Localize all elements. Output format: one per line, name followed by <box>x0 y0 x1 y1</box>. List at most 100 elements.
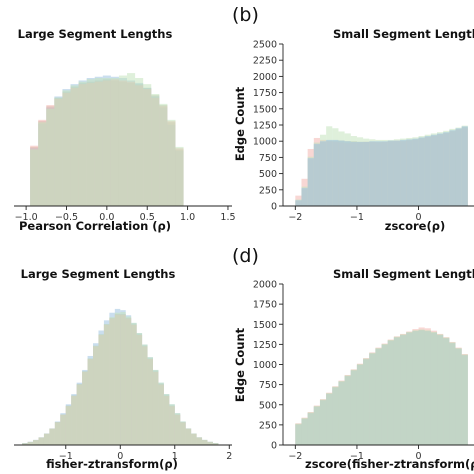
histogram-bar <box>27 441 34 445</box>
y-tick-label: 2250 <box>253 56 277 67</box>
histogram-bar <box>338 140 345 206</box>
histogram-bar <box>49 428 55 445</box>
histogram-bar <box>120 312 126 445</box>
x-tick-label: −1 <box>350 212 364 223</box>
x-tick-label: 1 <box>172 451 178 462</box>
histogram-bar <box>62 90 71 206</box>
y-tick-label: 2000 <box>253 280 277 291</box>
histogram-bar <box>163 394 170 445</box>
histogram-bar <box>393 336 401 445</box>
histogram-bar <box>393 140 401 206</box>
histogram-bar <box>169 404 175 445</box>
panel-b-axes: −2 −1 0 0 250 500 750 1000 1250 1500 1750 2000 2250 2… <box>253 40 474 223</box>
histogram-bar <box>301 187 308 206</box>
histogram-bar <box>400 334 407 445</box>
histogram-bar <box>350 369 357 445</box>
histogram-bar <box>207 441 213 445</box>
histogram-bar <box>344 141 351 206</box>
panel-c-large-segment-fisher: Large Segment Lengths −1 0 1 2 fisher-ztran… <box>14 267 232 471</box>
histogram-bar <box>147 357 153 445</box>
y-tick-label: 1500 <box>253 104 277 115</box>
histogram-bar <box>114 312 121 445</box>
x-tick-label: −0.5 <box>55 212 78 223</box>
histogram-bar <box>455 128 462 206</box>
histogram-bar <box>332 386 339 445</box>
histogram-bar <box>65 405 72 445</box>
y-tick-label: 2500 <box>253 40 277 51</box>
panel-d-label: (d) <box>232 245 259 267</box>
histogram-bar <box>87 358 94 445</box>
y-tick-label: 500 <box>259 400 277 411</box>
y-tick-label: 250 <box>259 420 277 431</box>
histogram-bar <box>430 134 438 206</box>
x-tick-label: 0 <box>416 212 422 223</box>
histogram-bar <box>43 433 50 445</box>
histogram-bar <box>443 132 450 206</box>
x-tick-label: −1 <box>59 451 73 462</box>
histogram-bar <box>461 354 468 445</box>
histogram-bar <box>142 344 148 445</box>
histogram-bar <box>356 364 364 445</box>
histogram-bar <box>350 141 357 206</box>
histogram-bar <box>387 339 394 445</box>
histogram-bar <box>375 141 382 206</box>
histogram-bar <box>381 141 388 206</box>
histogram-bar <box>356 141 364 206</box>
histogram-bar <box>175 146 184 206</box>
histogram-bar <box>94 78 103 206</box>
histogram-bar <box>118 75 128 206</box>
panel-b-y-axis-label: Edge Count <box>233 86 247 161</box>
panel-c-axes: −1 0 1 2 <box>14 444 232 462</box>
y-tick-label: 1750 <box>253 300 277 311</box>
histogram-bar <box>76 384 83 445</box>
panel-a-axes: −1.0 −0.5 0.0 0.5 1.0 1.5 <box>14 205 236 223</box>
histogram-bar <box>196 437 203 445</box>
histogram-bar <box>375 348 382 445</box>
x-tick-label: 0.0 <box>99 212 114 223</box>
y-tick-label: 0 <box>271 202 277 213</box>
x-tick-label: 1.5 <box>220 212 235 223</box>
x-tick-label: 0 <box>416 451 422 462</box>
histogram-bar <box>424 136 431 206</box>
histogram-bar <box>152 369 159 445</box>
histogram-bar <box>82 371 88 445</box>
histogram-bar <box>167 119 176 206</box>
histogram-bar <box>344 375 351 445</box>
histogram-bar <box>369 141 376 206</box>
histogram-bar <box>135 78 144 206</box>
histogram-bar <box>174 413 181 445</box>
histogram-bar <box>301 418 308 445</box>
histogram-bar <box>180 421 186 445</box>
histogram-bar <box>33 440 39 445</box>
histogram-bar <box>313 405 320 445</box>
y-tick-label: 250 <box>259 185 277 196</box>
histogram-bar <box>449 342 456 445</box>
y-tick-label: 500 <box>259 169 277 180</box>
x-tick-label: −1 <box>350 451 364 462</box>
histogram-bar <box>131 322 137 445</box>
histogram-bar <box>418 137 425 206</box>
y-tick-label: 1750 <box>253 88 277 99</box>
histogram-bar <box>30 149 39 206</box>
x-tick-label: 0.5 <box>140 212 155 223</box>
histogram-bar <box>406 139 413 206</box>
histogram-bar <box>381 343 388 445</box>
y-tick-label: 750 <box>259 380 277 391</box>
histogram-bar <box>412 138 419 206</box>
histogram-bar <box>437 334 444 445</box>
histogram-bar <box>143 84 152 206</box>
histogram-bar <box>326 393 333 445</box>
histogram-bar <box>54 97 63 206</box>
histogram-bar <box>326 139 333 206</box>
histogram-bar <box>418 329 425 445</box>
histogram-bar <box>38 437 44 445</box>
histogram-bar <box>158 382 164 445</box>
panel-d-bars <box>295 327 468 446</box>
histogram-bar <box>400 139 407 206</box>
histogram-bar <box>430 331 438 445</box>
histogram-bar <box>151 94 160 206</box>
panel-d-axes: −2 −1 0 0 250 500 750 1000 1250 1500 1750 2000 <box>253 280 474 462</box>
x-tick-label: 2 <box>226 451 232 462</box>
histogram-bar <box>98 334 104 445</box>
